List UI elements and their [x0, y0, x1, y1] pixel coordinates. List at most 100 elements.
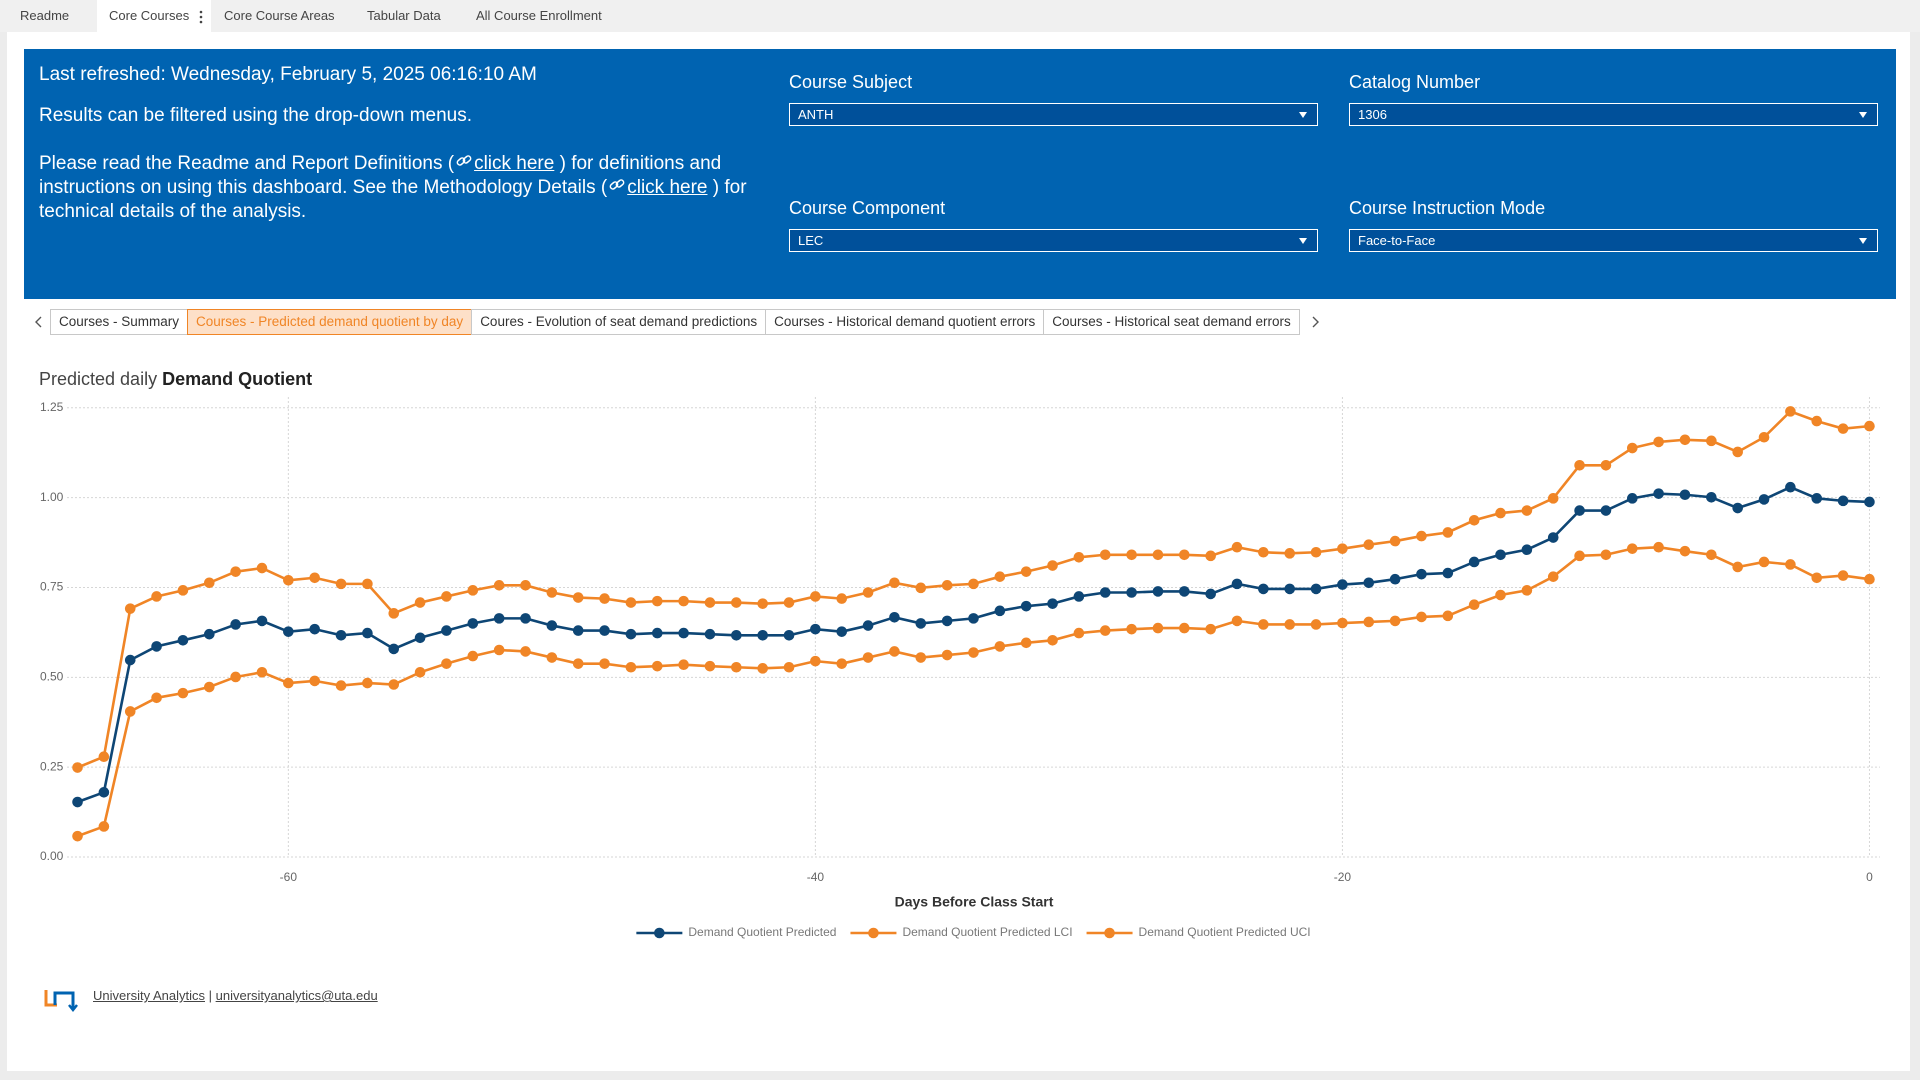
- data-point: [1785, 481, 1796, 493]
- data-point: [1073, 591, 1085, 602]
- data-point: [441, 625, 452, 636]
- report-tab[interactable]: Coures - Evolution of seat demand predic…: [471, 309, 767, 335]
- info-text: ) for technical details of the analysis.: [39, 177, 747, 222]
- data-point: [704, 597, 716, 608]
- data-point: [467, 618, 479, 629]
- data-point: [467, 585, 479, 596]
- sheet-tab[interactable]: Tabular Data: [367, 8, 441, 23]
- data-point: [1047, 634, 1058, 646]
- data-point: [1337, 579, 1348, 590]
- data-point: [651, 660, 663, 672]
- data-point: [1706, 491, 1717, 503]
- data-point: [1073, 551, 1085, 563]
- data-point: [493, 613, 505, 624]
- data-point: [572, 592, 584, 603]
- link[interactable]: click here: [474, 153, 555, 174]
- info-text: Please read the Readme and Report Defini…: [39, 152, 759, 224]
- data-point: [388, 643, 400, 655]
- data-point: [414, 632, 426, 644]
- report-tab[interactable]: Courses - Historical seat demand errors: [1043, 309, 1300, 335]
- more-icon[interactable]: [199, 10, 203, 24]
- data-point: [1574, 505, 1585, 516]
- data-point: [467, 650, 479, 662]
- scroll-right[interactable]: [1310, 316, 1320, 328]
- dropdown[interactable]: ANTH: [789, 103, 1318, 126]
- data-point: [968, 613, 979, 624]
- y-tick-label: 1.25: [40, 400, 64, 414]
- data-point: [1653, 488, 1664, 499]
- sheet-tabs: Readme Core Courses Core Course Areas Ta…: [0, 0, 1920, 32]
- dropdown[interactable]: LEC: [789, 229, 1318, 252]
- y-tick-label: 0.00: [40, 849, 64, 863]
- data-point: [441, 658, 452, 669]
- data-point: [546, 652, 558, 663]
- data-point: [309, 572, 321, 584]
- data-point: [1389, 615, 1401, 627]
- data-point: [1837, 423, 1849, 434]
- data-point: [1231, 615, 1243, 627]
- report-tab[interactable]: Courses - Historical demand quotient err…: [765, 309, 1045, 335]
- data-point: [1389, 573, 1401, 585]
- legend-label: Demand Quotient Predicted UCI: [1139, 925, 1311, 939]
- data-point: [651, 627, 663, 639]
- data-point: [1284, 548, 1296, 559]
- report-tab[interactable]: Courses - Predicted demand quotient by d…: [187, 309, 473, 335]
- caret: [1299, 112, 1307, 118]
- sheet-tab[interactable]: Core Courses: [97, 0, 211, 32]
- link[interactable]: click here: [627, 177, 708, 198]
- report-tabs: Courses - Summary Courses - Predicted de…: [50, 309, 1320, 335]
- data-point: [1020, 600, 1032, 612]
- sheet-tab-label: Core Courses: [109, 8, 190, 23]
- data-point: [889, 577, 900, 589]
- link[interactable]: universityanalytics@uta.edu: [215, 988, 378, 1003]
- data-point: [1521, 585, 1533, 596]
- data-point: [1811, 572, 1823, 584]
- data-point: [915, 618, 927, 629]
- data-point: [1416, 530, 1427, 542]
- sheet-tab[interactable]: Readme: [20, 8, 70, 23]
- dropdown[interactable]: 1306: [1349, 103, 1878, 126]
- data-point: [1758, 494, 1770, 505]
- legend: Demand Quotient Predicted Demand Quotient…: [636, 925, 1311, 939]
- data-point: [1495, 507, 1506, 519]
- x-axis-label: Days Before Class Start: [895, 894, 1054, 910]
- data-point: [1179, 586, 1190, 597]
- chart-title-emphasis: Demand Quotient: [162, 369, 312, 389]
- data-point: [1231, 541, 1243, 553]
- data-point: [1073, 627, 1085, 639]
- data-point: [757, 663, 768, 674]
- legend-marker: [654, 927, 665, 939]
- scroll-left[interactable]: [34, 316, 44, 328]
- data-point: [1521, 505, 1533, 516]
- data-point: [1152, 549, 1164, 561]
- logo: [44, 990, 78, 1013]
- data-point: [915, 652, 927, 663]
- dropdown-value: LEC: [798, 233, 824, 248]
- data-point: [1205, 550, 1216, 562]
- data-point: [546, 587, 558, 598]
- sheet-tab[interactable]: All Course Enrollment: [476, 8, 602, 23]
- data-point: [283, 574, 294, 586]
- data-point: [836, 658, 848, 669]
- dropdown[interactable]: Face-to-Face: [1349, 229, 1878, 252]
- x-tick-label: -60: [280, 870, 298, 884]
- separator: |: [208, 988, 212, 1003]
- data-point: [1416, 611, 1427, 623]
- report-tab[interactable]: Courses - Summary: [50, 309, 189, 335]
- data-point: [151, 692, 162, 704]
- data-point: [651, 595, 663, 607]
- data-point: [1732, 561, 1744, 573]
- link[interactable]: University Analytics: [93, 988, 205, 1003]
- data-point: [915, 582, 927, 594]
- data-point: [968, 578, 979, 590]
- data-point: [256, 615, 268, 627]
- sheet-tab[interactable]: Core Course Areas: [224, 8, 335, 23]
- data-point: [520, 646, 531, 657]
- dropdown-value: 1306: [1358, 107, 1387, 122]
- data-point: [72, 762, 83, 773]
- series-line: [77, 545, 1870, 838]
- data-point: [1679, 489, 1691, 501]
- data-point: [546, 620, 558, 631]
- data-point: [335, 680, 347, 691]
- x-tick-label: -20: [1334, 870, 1352, 884]
